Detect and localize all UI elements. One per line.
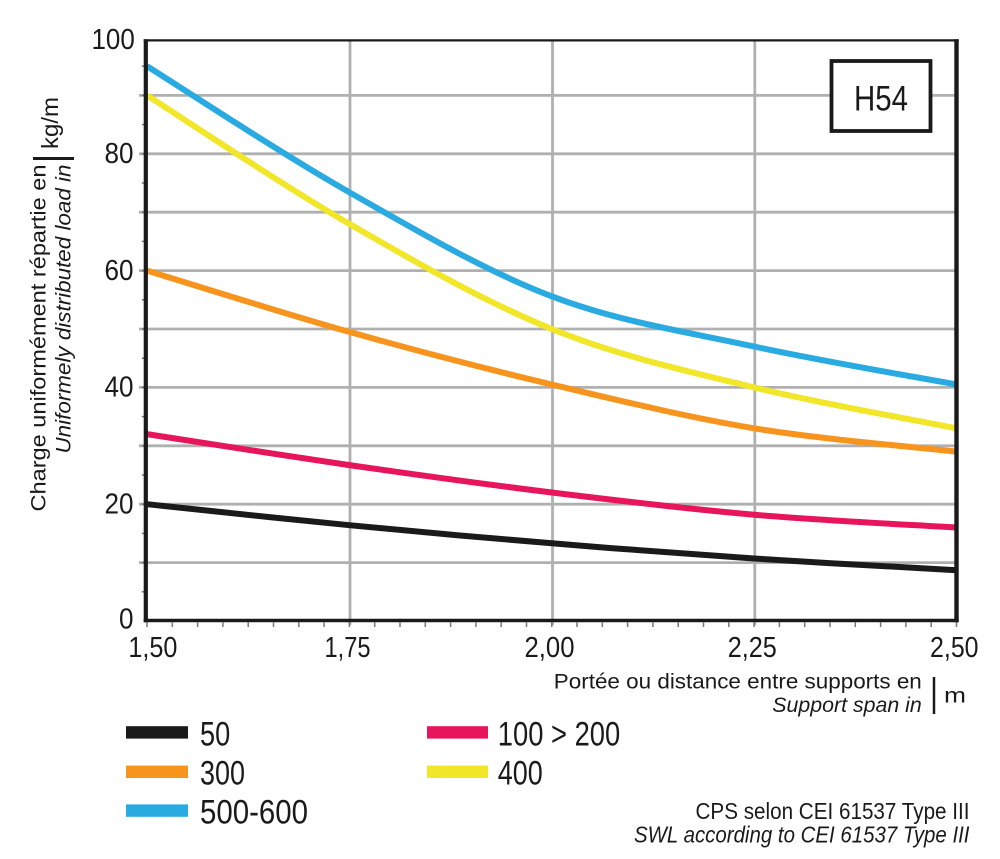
svg-text:Charge uniformément répartie e: Charge uniformément répartie en [27, 165, 51, 512]
svg-text:Portée ou distance entre suppo: Portée ou distance entre supports en [554, 670, 922, 694]
svg-text:20: 20 [105, 488, 134, 520]
svg-text:2,50: 2,50 [930, 632, 979, 664]
svg-text:500-600: 500-600 [200, 793, 308, 831]
svg-text:400: 400 [498, 755, 543, 793]
svg-text:H54: H54 [854, 80, 908, 119]
svg-text:80: 80 [105, 138, 134, 170]
svg-text:SWL according to CEI 61537 Typ: SWL according to CEI 61537 Type III [634, 822, 970, 848]
svg-text:CPS selon CEI 61537 Type III: CPS selon CEI 61537 Type III [696, 798, 970, 824]
svg-text:2,25: 2,25 [728, 632, 777, 664]
svg-text:60: 60 [105, 255, 134, 287]
svg-text:0: 0 [119, 604, 134, 636]
svg-text:1,75: 1,75 [325, 632, 371, 664]
svg-text:kg/m: kg/m [37, 97, 63, 149]
svg-text:Support span in: Support span in [772, 693, 922, 717]
svg-text:300: 300 [200, 755, 245, 793]
svg-text:50: 50 [200, 715, 230, 753]
svg-text:100 > 200: 100 > 200 [498, 715, 620, 753]
svg-text:m: m [944, 684, 966, 708]
svg-text:1,50: 1,50 [128, 632, 177, 664]
svg-text:Uniformely distributed load in: Uniformely distributed load in [52, 165, 76, 454]
svg-text:100: 100 [92, 24, 135, 56]
svg-text:40: 40 [105, 372, 134, 404]
svg-text:2,00: 2,00 [525, 632, 575, 664]
